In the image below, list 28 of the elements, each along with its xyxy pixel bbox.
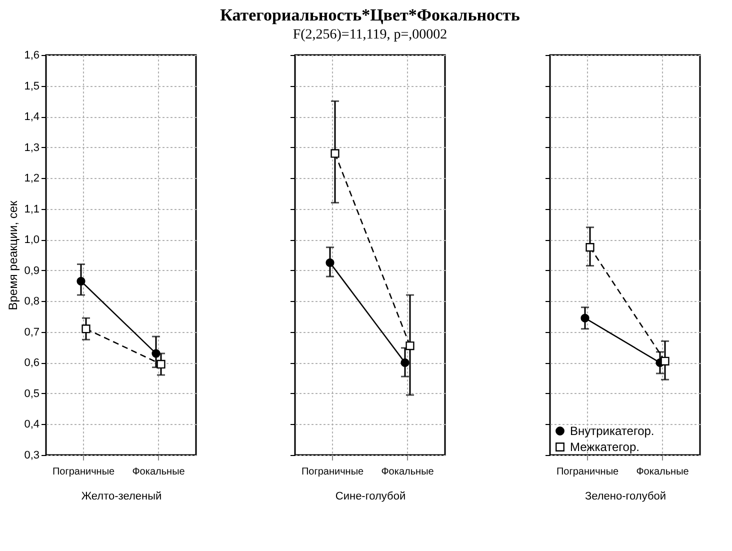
y-tick-label: 0,8 bbox=[24, 296, 40, 308]
chart-subtitle: F(2,256)=11,119, p=,00002 bbox=[292, 28, 448, 42]
x-axis-title: Сине-голубой bbox=[335, 490, 406, 502]
y-tick-label: 1,1 bbox=[24, 203, 40, 216]
y-tick-label: 0,9 bbox=[24, 264, 40, 277]
y-tick-label: 1,3 bbox=[24, 142, 40, 154]
y-tick-label: 0,6 bbox=[24, 357, 40, 370]
y-tick-label: 1,6 bbox=[24, 50, 40, 62]
x-tick-label: Фокальные bbox=[636, 466, 690, 478]
x-axis-title: Зелено-голубой bbox=[584, 490, 666, 502]
y-tick-label: 0,5 bbox=[24, 388, 40, 400]
y-tick-label: 0,3 bbox=[24, 450, 40, 462]
y-tick-label: 1,0 bbox=[24, 234, 40, 246]
x-tick-label: Фокальные bbox=[132, 466, 186, 478]
x-axis-title: Желто-зеленый bbox=[81, 490, 162, 502]
x-tick-label: Фокальные bbox=[381, 466, 434, 478]
legend-label: Внутрикатегор. bbox=[570, 424, 654, 438]
y-tick-label: 0,4 bbox=[24, 418, 40, 431]
y-tick-label: 1,2 bbox=[24, 172, 40, 185]
y-axis-title: Время реакции, сек bbox=[6, 200, 20, 310]
chart-title: Категориальность*Цвет*Фокальность bbox=[220, 6, 520, 24]
y-tick-label: 1,5 bbox=[24, 80, 40, 92]
x-tick-label: Пограничные bbox=[556, 466, 619, 478]
y-tick-label: 0,7 bbox=[24, 326, 40, 338]
legend-label: Межкатегор. bbox=[570, 440, 640, 454]
x-tick-label: Пограничные bbox=[52, 466, 115, 478]
y-tick-label: 1,4 bbox=[24, 111, 40, 124]
x-tick-label: Пограничные bbox=[301, 466, 364, 478]
